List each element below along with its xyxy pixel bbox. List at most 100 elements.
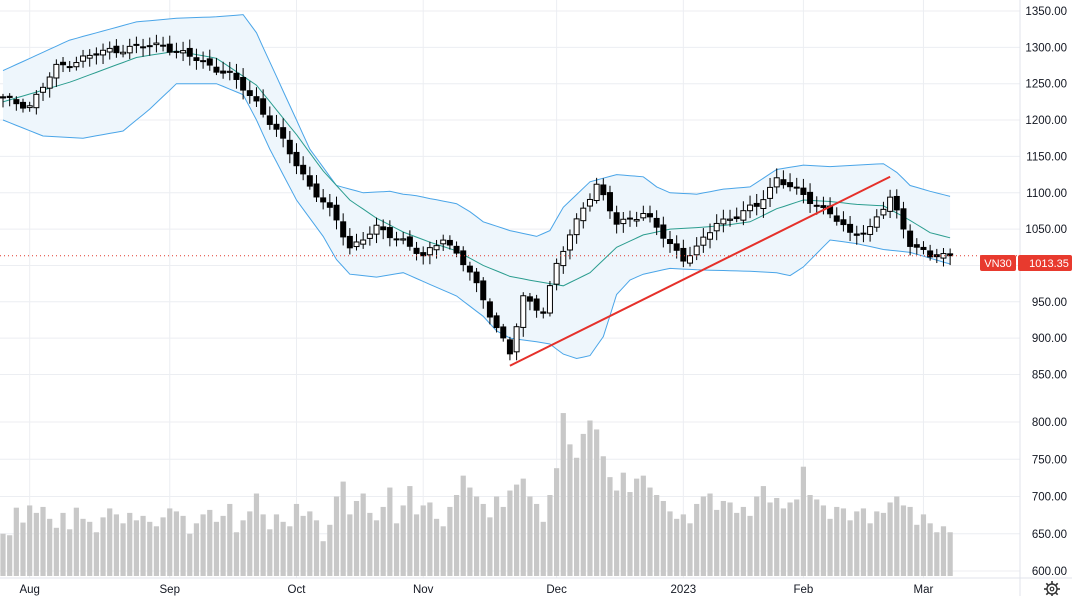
candle-body [600,184,607,196]
candle-body [646,213,653,218]
volume-bar [200,514,206,576]
candle-body [120,51,127,55]
candle-body [620,218,627,225]
candle-body [300,164,307,175]
candle-body [473,271,480,284]
candle-body [560,250,567,267]
volume-bar [847,520,853,576]
candle-body [86,54,93,59]
volume-series [0,413,953,576]
gear-icon[interactable] [1044,581,1060,597]
candle-body [833,215,840,222]
volume-bar [100,517,106,576]
volume-bar [467,487,473,576]
volume-bar [927,523,933,576]
candle-body [266,115,273,125]
price-axis: 850.00900.00950.001000.001050.001100.001… [1025,6,1067,578]
volume-bar [447,506,453,576]
candle-body [146,45,153,48]
candle-body [446,239,453,246]
symbol-badge[interactable] [980,255,1016,271]
volume-bar [273,514,280,576]
volume-bar [340,481,346,576]
candle-body [93,53,100,56]
candle-body [326,202,333,208]
candle-body [246,90,253,97]
candle-body [753,202,760,207]
candle-body [320,197,327,203]
volume-bar [634,478,640,576]
price-tick-label: 950.00 [1032,297,1067,309]
time-tick-label: Feb [793,584,813,596]
volume-bar [420,505,426,576]
volume-bar [727,502,733,576]
volume-bar [167,508,173,576]
volume-bar [287,526,293,576]
volume-bar [87,521,93,576]
volume-bar [433,518,440,576]
price-tick-label: 900.00 [1032,333,1067,345]
volume-bar [700,496,706,576]
candle-body [466,265,473,273]
price-tick-label: 1150.00 [1026,151,1067,163]
volume-bar [173,511,180,576]
volume-bar [560,413,566,576]
candle-body [613,212,620,225]
candle-body [106,47,113,53]
trendline [509,175,891,367]
volume-bar [307,511,313,576]
volume-bar [760,486,766,576]
price-tick-label: 1200.00 [1025,115,1067,127]
volume-bar [774,497,780,576]
volume-bar [267,529,273,576]
volume-bar [20,522,26,576]
candle-body [700,236,707,246]
volume-bar [120,523,126,576]
volume-bar [7,535,13,576]
candle-body [333,204,340,221]
volume-bar [513,484,520,576]
candle-body [366,233,373,239]
volume-bar [840,508,847,576]
volume-bar [187,533,193,576]
candle-body [707,232,714,240]
volume-bar [413,514,420,576]
candle-body [840,219,847,226]
candle-body [940,253,947,259]
volume-bar [227,503,233,576]
candle-body [820,205,827,208]
candle-body [313,183,320,198]
candle-body [406,236,413,247]
volume-bar [213,521,220,576]
candle-body [440,239,447,245]
volume-bar [380,506,386,576]
candle-body [420,252,427,257]
candle-body [713,222,720,232]
volume-bar [427,502,433,576]
candle-body [346,235,353,249]
candle-body [780,179,787,186]
candle-body [166,43,173,53]
volume-bar [714,509,720,576]
candle-body [426,247,433,256]
candle-body [860,232,867,235]
volume-bar [547,495,553,576]
candle-body [206,58,213,66]
candle-body [100,49,107,56]
volume-bar [247,511,253,576]
candle-body [286,139,293,155]
volume-bar [33,512,39,576]
symbol-badge-label: VN30 [984,258,1012,270]
volume-bar [367,512,373,576]
candle-body [0,96,6,99]
candle-body [520,295,527,328]
candle-body [773,177,780,188]
volume-bar [527,496,533,576]
candle-body [633,219,640,222]
volume-bar [400,505,406,576]
last-price-badge [1018,255,1072,271]
volume-tick-label: 650.00 [1032,529,1067,541]
candle-body [867,226,874,235]
